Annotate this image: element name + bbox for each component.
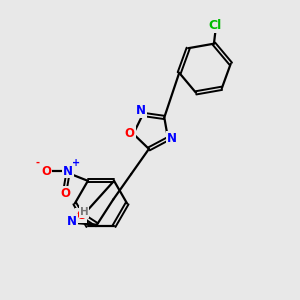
Text: N: N [63, 164, 73, 178]
Text: O: O [41, 164, 51, 178]
Text: N: N [67, 215, 76, 228]
Text: N: N [167, 132, 177, 145]
Text: -: - [36, 158, 40, 168]
Text: N: N [136, 104, 146, 117]
Text: O: O [125, 128, 135, 140]
Text: O: O [60, 188, 70, 200]
Text: O: O [76, 209, 86, 222]
Text: +: + [72, 158, 80, 168]
Text: H: H [80, 207, 88, 217]
Text: Cl: Cl [209, 20, 222, 32]
